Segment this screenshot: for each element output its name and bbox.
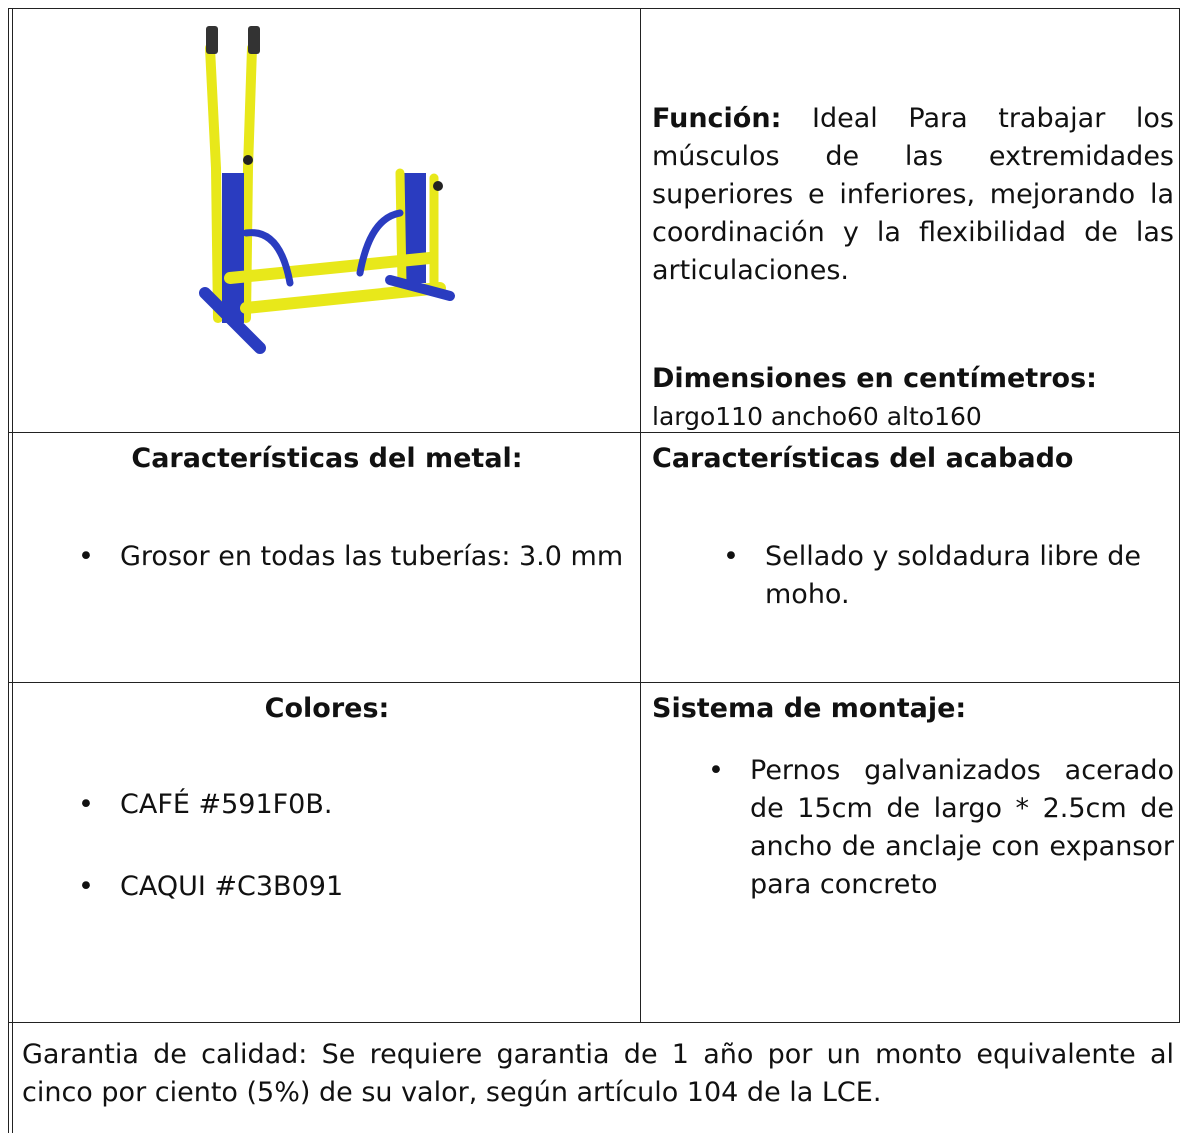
item: Grosor en todas las tuberías: 3.0 mm bbox=[78, 538, 625, 576]
heading: Características del acabado bbox=[652, 443, 1074, 474]
border bbox=[12, 8, 13, 1133]
item: CAQUI #C3B091 bbox=[78, 868, 625, 906]
label: Función: bbox=[652, 103, 782, 134]
row bbox=[8, 1022, 1180, 1133]
divider bbox=[640, 8, 641, 1022]
list: Grosor en todas las tuberías: 3.0 mm bbox=[78, 538, 625, 576]
text: Ideal Para trabajar los músculos de las … bbox=[652, 103, 1175, 286]
list: Sellado y soldadura libre de moho. bbox=[723, 538, 1150, 614]
heading: Sistema de montaje: bbox=[652, 693, 967, 724]
item: Sellado y soldadura libre de moho. bbox=[723, 538, 1150, 614]
row bbox=[8, 432, 1180, 682]
border bbox=[8, 8, 9, 1133]
function: Función: Ideal Para trabajar los músculo… bbox=[652, 100, 1174, 290]
warranty: Garantia de calidad: Se requiere garanti… bbox=[22, 1039, 1174, 1108]
row bbox=[8, 8, 1180, 432]
dimensions-label: Dimensiones en centímetros: bbox=[652, 363, 1097, 394]
list: CAFÉ #591F0B. CAQUI #C3B091 bbox=[78, 786, 625, 906]
item: Pernos galvanizados acerado de 15cm de l… bbox=[708, 752, 1174, 904]
row bbox=[8, 682, 1180, 1022]
list: Pernos galvanizados acerado de 15cm de l… bbox=[708, 752, 1174, 904]
item: CAFÉ #591F0B. bbox=[78, 786, 625, 824]
heading: Colores: bbox=[264, 693, 390, 724]
dimensions-text: largo110 ancho60 alto160 bbox=[652, 402, 982, 431]
product-image bbox=[199, 26, 455, 354]
heading: Características del metal: bbox=[131, 443, 523, 474]
